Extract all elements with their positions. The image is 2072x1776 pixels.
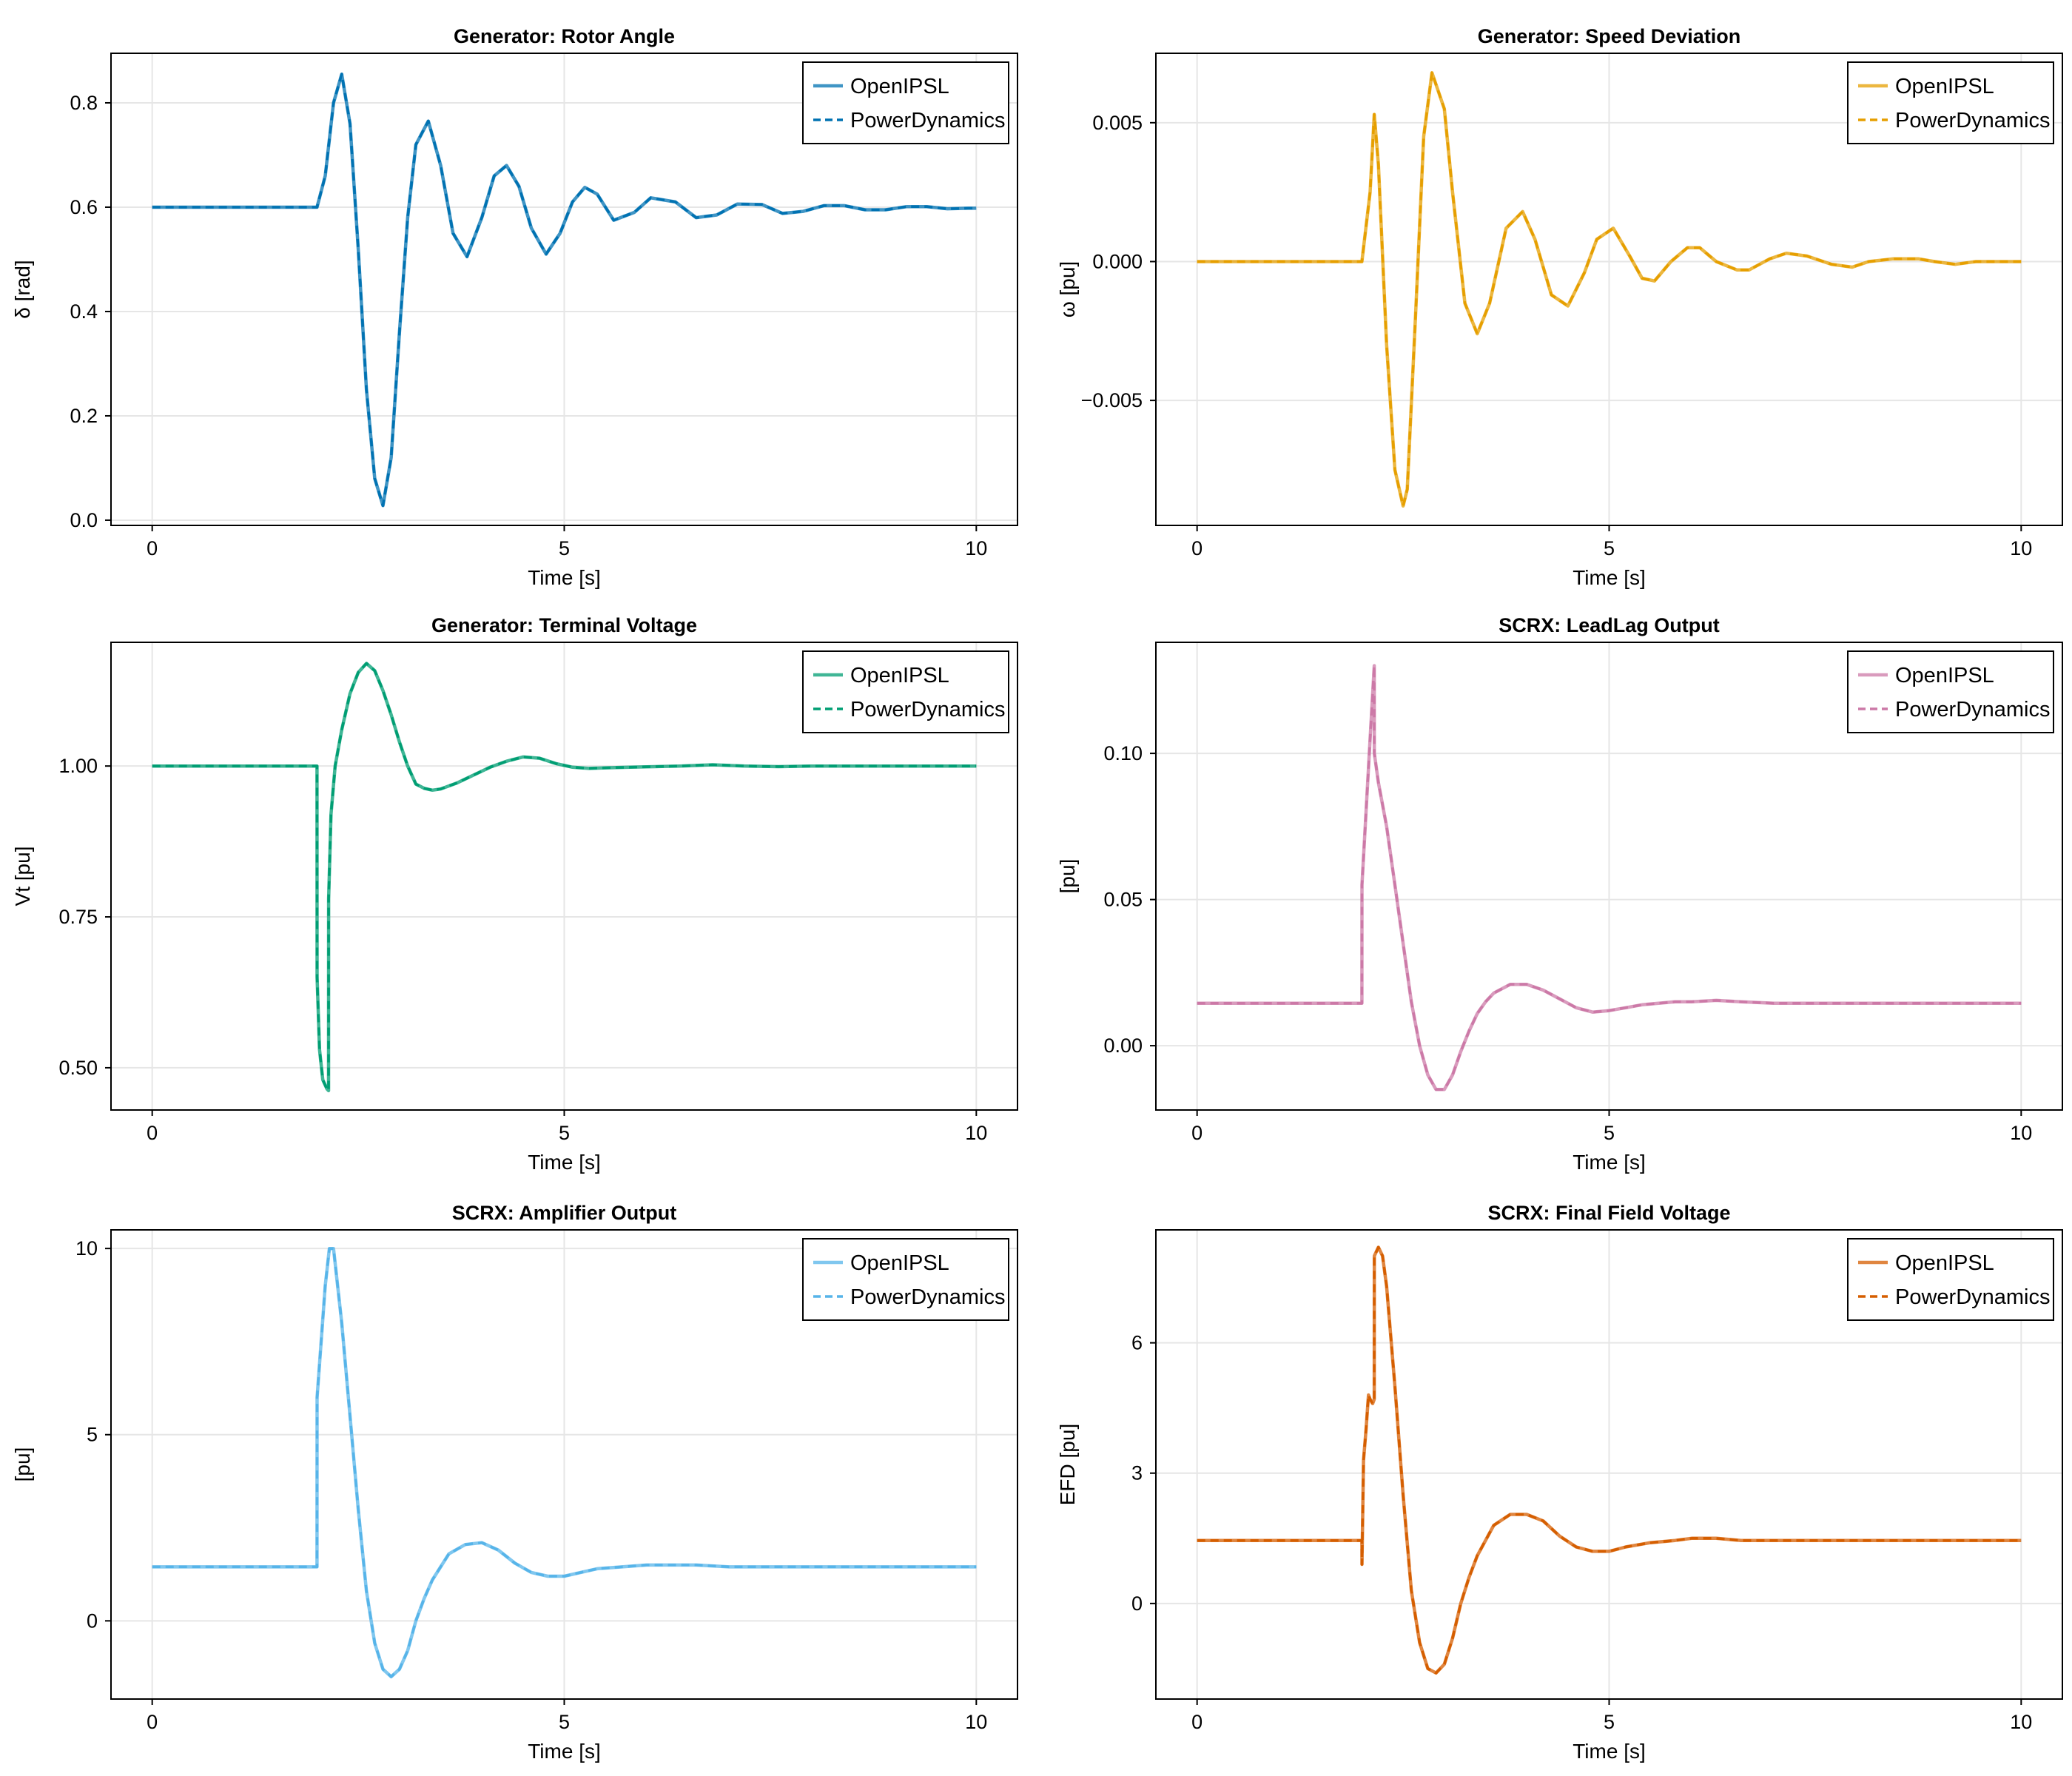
y-tick-label: 0.00: [1103, 1035, 1143, 1057]
legend-box: [1847, 61, 2054, 144]
x-tick-label: 5: [559, 1122, 570, 1144]
chart-title: SCRX: Final Field Voltage: [1487, 1202, 1730, 1224]
chart-panel-rotor: 0 5 10 0.0 0.2 0.4 0.6 0.8 Generator: Rotor Angl…: [11, 25, 1018, 589]
series-line-powerdynamics: [152, 73, 977, 507]
series-line-powerdynamics: [1197, 1245, 2022, 1675]
chart-title: SCRX: Amplifier Output: [452, 1202, 677, 1224]
x-tick-label: 10: [2010, 1711, 2032, 1733]
chart-panel-leadlag: 0 5 10 0.00 0.05 0.10 SCRX: LeadLag Output Time…: [1056, 614, 2063, 1174]
legend-label-openipsl: OpenIPSL: [1895, 1251, 1994, 1275]
legend: OpenIPSL PowerDynamics: [1847, 1238, 2054, 1321]
y-tick-label: 0: [87, 1610, 98, 1632]
series-line-powerdynamics: [1197, 664, 2022, 1092]
y-tick-label: 5: [87, 1424, 98, 1446]
y-axis-label: ω [pu]: [1056, 261, 1079, 317]
y-tick-label: 0.10: [1103, 742, 1143, 764]
x-axis-label: Time [s]: [1572, 566, 1646, 589]
legend-label-openipsl: OpenIPSL: [850, 1251, 949, 1275]
legend-label-openipsl: OpenIPSL: [850, 75, 949, 98]
legend-label-openipsl: OpenIPSL: [1895, 664, 1994, 687]
chart-panel-amp: 0 5 10 0 5 10 SCRX: Amplifier Output Time [s] [p…: [11, 1202, 1018, 1763]
y-axis-label: [pu]: [11, 1447, 34, 1482]
chart-title: SCRX: LeadLag Output: [1498, 614, 1720, 636]
x-tick-label: 5: [1604, 1711, 1615, 1733]
legend-box: [802, 1238, 1009, 1321]
y-axis-label: Vt [pu]: [11, 847, 34, 906]
chart-panel-efd: 0 5 10 0 3 6 SCRX: Final Field Voltage Time [s]…: [1056, 1202, 2063, 1763]
legend-label-powerdynamics: PowerDynamics: [850, 109, 1006, 132]
x-tick-label: 0: [1191, 537, 1202, 559]
x-tick-label: 0: [147, 537, 158, 559]
y-tick-label: 0.8: [70, 92, 98, 114]
x-axis-label: Time [s]: [528, 1151, 601, 1174]
legend-box: [802, 650, 1009, 733]
x-tick-label: 0: [1191, 1122, 1202, 1144]
x-tick-label: 5: [559, 537, 570, 559]
y-tick-label: 0.2: [70, 405, 98, 427]
y-tick-label: 0.50: [58, 1057, 98, 1079]
y-tick-label: 6: [1131, 1332, 1143, 1354]
chart-title: Generator: Speed Deviation: [1478, 25, 1741, 47]
chart-panel-speed: 0 5 10 −0.005 0.000 0.005 Generator: Speed Dev…: [1056, 25, 2063, 589]
chart-title: Generator: Rotor Angle: [454, 25, 675, 47]
legend-label-openipsl: OpenIPSL: [1895, 75, 1994, 98]
y-tick-label: 0.05: [1103, 889, 1143, 911]
y-tick-label: 0.005: [1092, 112, 1143, 134]
y-tick-label: 0: [1131, 1592, 1143, 1615]
x-tick-label: 10: [2010, 537, 2032, 559]
x-tick-label: 5: [1604, 1122, 1615, 1144]
legend-label-powerdynamics: PowerDynamics: [1895, 698, 2051, 722]
x-tick-label: 0: [1191, 1711, 1202, 1733]
legend-box: [1847, 650, 2054, 733]
y-tick-label: 0.4: [70, 300, 98, 323]
y-tick-label: 0.6: [70, 196, 98, 218]
legend-label-powerdynamics: PowerDynamics: [850, 1285, 1006, 1309]
legend-box: [802, 61, 1009, 144]
x-tick-label: 10: [2010, 1122, 2032, 1144]
series-line-powerdynamics: [1197, 71, 2022, 508]
x-tick-label: 5: [559, 1711, 570, 1733]
y-axis-label: [pu]: [1056, 859, 1079, 894]
series-line-powerdynamics: [152, 662, 977, 1092]
legend: OpenIPSL PowerDynamics: [1847, 650, 2054, 733]
x-tick-label: 0: [147, 1711, 158, 1733]
legend-box: [1847, 1238, 2054, 1321]
y-tick-label: 10: [75, 1237, 98, 1259]
x-tick-label: 10: [965, 1711, 987, 1733]
series-line-openipsl: [152, 1246, 977, 1679]
legend-label-powerdynamics: PowerDynamics: [1895, 1285, 2051, 1309]
y-tick-label: 1.00: [58, 755, 98, 777]
legend: OpenIPSL PowerDynamics: [802, 650, 1009, 733]
legend-label-powerdynamics: PowerDynamics: [850, 698, 1006, 722]
x-axis-label: Time [s]: [528, 566, 601, 589]
legend-label-powerdynamics: PowerDynamics: [1895, 109, 2051, 132]
x-axis-label: Time [s]: [1572, 1151, 1646, 1174]
y-axis-label: δ [rad]: [11, 260, 34, 318]
chart-title: Generator: Terminal Voltage: [431, 614, 697, 636]
x-axis-label: Time [s]: [1572, 1740, 1646, 1763]
x-tick-label: 10: [965, 1122, 987, 1144]
y-tick-label: −0.005: [1081, 389, 1143, 411]
x-tick-label: 5: [1604, 537, 1615, 559]
x-tick-label: 0: [147, 1122, 158, 1144]
chart-panel-vt: 0 5 10 0.50 0.75 1.00 Generator: Terminal Volt…: [11, 614, 1018, 1174]
y-tick-label: 0.000: [1092, 250, 1143, 272]
y-axis-label: EFD [pu]: [1056, 1424, 1079, 1505]
y-tick-label: 0.0: [70, 509, 98, 531]
y-tick-label: 0.75: [58, 906, 98, 928]
y-tick-label: 3: [1131, 1462, 1143, 1484]
x-tick-label: 10: [965, 537, 987, 559]
x-axis-label: Time [s]: [528, 1740, 601, 1763]
legend: OpenIPSL PowerDynamics: [1847, 61, 2054, 144]
legend-label-openipsl: OpenIPSL: [850, 664, 949, 687]
legend: OpenIPSL PowerDynamics: [802, 1238, 1009, 1321]
legend: OpenIPSL PowerDynamics: [802, 61, 1009, 144]
